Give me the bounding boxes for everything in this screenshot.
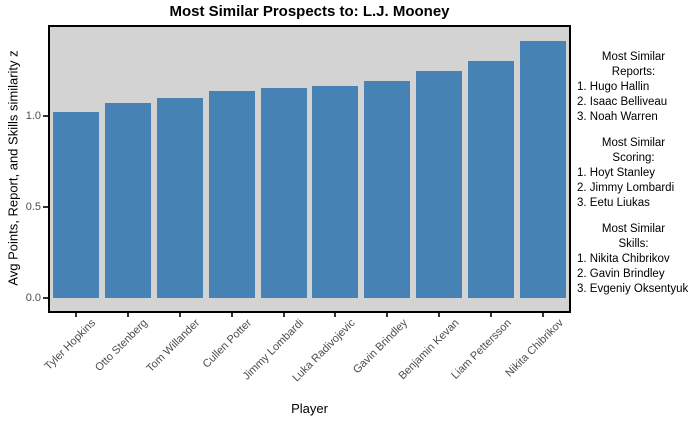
bar-3 [156,97,203,298]
x-tick-label: Tom Willander [144,317,203,375]
y-tick [43,297,48,299]
annotation-block-skills: Most Similar Skills: 1. Nikita Chibrikov… [574,222,693,297]
x-tick [230,313,233,317]
x-tick-label: Tyler Hopkins [42,317,99,373]
x-tick-label: Otto Stenberg [93,317,151,374]
bar-2 [104,103,151,298]
annotation-header: Most Similar [601,223,666,235]
x-tick-label: Cullen Potter [200,317,255,371]
annotation-header: Most Similar [601,137,666,149]
bar-7 [364,81,411,298]
y-tick [43,115,48,117]
y-axis-title: Avg Points, Report, and Skills similarit… [5,50,21,286]
annotation-block-reports: Most Similar Reports: 1. Hugo Hallin 2. … [574,50,693,125]
annotation-subheader: Scoring: [612,152,655,164]
x-axis-title: Player [291,401,328,416]
bar-6 [312,85,359,298]
annotation-subheader: Skills: [618,238,649,250]
bar-5 [260,87,307,298]
annotation-subheader: Reports: [611,66,656,78]
chart-title: Most Similar Prospects to: L.J. Mooney [169,3,450,20]
annotation-item: 2. Isaac Belliveau [577,96,668,108]
annotation-header: Most Similar [601,51,666,63]
bar-1 [52,112,99,298]
x-tick [74,313,77,317]
annotation-item: 1. Hugo Hallin [577,81,650,93]
bar-8 [416,70,463,298]
annotation-item: 2. Gavin Brindley [577,268,665,280]
annotation-item: 2. Jimmy Lombardi [577,182,675,194]
annotation-item: 3. Evgeniy Oksentyuk [577,283,689,295]
x-tick [126,313,129,317]
x-tick [282,313,285,317]
x-tick [334,313,337,317]
x-tick [386,313,389,317]
y-tick [43,206,48,208]
y-tick-label: 1.0 [25,109,41,122]
annotation-block-scoring: Most Similar Scoring: 1. Hoyt Stanley 2.… [574,136,693,211]
bar-9 [468,61,515,298]
x-tick [542,313,545,317]
annotation-item: 3. Eetu Liukas [577,197,650,209]
similarity-annotations: Most Similar Reports: 1. Hugo Hallin 2. … [574,50,693,308]
annotation-item: 1. Hoyt Stanley [577,167,655,179]
bar-10 [520,41,567,298]
x-tick [438,313,441,317]
bar-4 [208,90,255,298]
y-tick-label: 0.0 [25,291,41,304]
annotation-item: 1. Nikita Chibrikov [577,253,670,265]
y-tick-label: 0.5 [25,200,41,213]
x-tick [178,313,181,317]
x-tick [490,313,493,317]
annotation-item: 3. Noah Warren [577,111,658,123]
